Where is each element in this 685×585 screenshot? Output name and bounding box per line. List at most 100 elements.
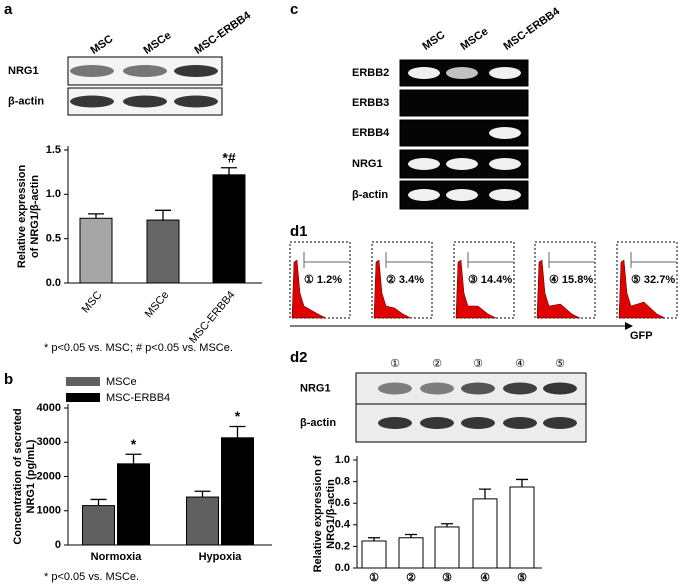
row-label: β-actin	[352, 189, 388, 201]
y-tick-label: 1.0	[335, 454, 350, 466]
row-label: ERBB4	[352, 127, 390, 139]
bar	[117, 463, 150, 546]
lane-label: ①	[390, 358, 400, 370]
band	[408, 67, 440, 79]
x-tick-label: MSCe	[143, 289, 172, 320]
gate-label: ④ 15.8%	[549, 274, 593, 286]
x-tick-label: ②	[406, 572, 416, 584]
histogram	[373, 259, 412, 319]
histogram	[291, 259, 327, 319]
blot-row	[399, 89, 529, 117]
lane-label: MSC-ERBB4	[502, 5, 563, 53]
band	[446, 189, 478, 201]
annotation: *#	[222, 149, 235, 165]
lane-label: MSC	[421, 29, 448, 53]
band	[503, 417, 537, 429]
error-bar	[405, 533, 417, 538]
x-tick-label: Hypoxia	[199, 551, 243, 563]
band	[461, 417, 495, 429]
panel-label: a	[4, 1, 13, 18]
error-bar	[229, 425, 246, 438]
band	[123, 95, 167, 108]
y-tick-label: 0.5	[46, 233, 61, 245]
lane-label: ②	[432, 358, 442, 370]
band	[489, 189, 521, 201]
y-tick-label: 0.8	[335, 476, 350, 488]
y-axis-label: NRG1/β-actin	[325, 479, 337, 549]
row-label: NRG1	[352, 158, 383, 170]
bar	[398, 537, 424, 569]
annotation: *	[131, 436, 137, 452]
y-tick-label: 0.6	[335, 497, 350, 509]
arrow	[625, 322, 633, 330]
bar	[146, 219, 180, 284]
row-label: NRG1	[8, 65, 39, 77]
error-bar	[155, 209, 171, 221]
y-tick-label: 3000	[37, 436, 61, 448]
band	[489, 158, 521, 170]
legend-swatch	[66, 393, 100, 402]
y-axis-label: of NRG1/β-actin	[29, 175, 41, 258]
bar	[221, 437, 254, 546]
x-tick-label: ③	[442, 572, 452, 584]
band	[70, 95, 114, 108]
band	[378, 382, 412, 395]
bar	[509, 486, 535, 569]
lane-label: MSCe	[459, 25, 491, 52]
gate-label: ① 1.2%	[304, 274, 342, 286]
y-tick-label: 1000	[37, 505, 61, 517]
y-tick-label: 1.5	[46, 144, 61, 156]
y-tick-label: 0	[55, 539, 61, 551]
y-tick-label: 4000	[37, 402, 61, 414]
bar	[472, 498, 498, 569]
band	[461, 382, 495, 395]
bar	[361, 540, 387, 569]
band	[378, 417, 412, 429]
y-axis-label: Relative expression of	[312, 455, 324, 572]
footnote: * p<0.05 vs. MSCe.	[44, 571, 139, 583]
panel-label: b	[4, 371, 13, 388]
bar	[79, 217, 113, 284]
bar	[186, 496, 219, 546]
band	[123, 65, 167, 77]
bar	[434, 526, 460, 569]
panel-label: c	[290, 1, 298, 18]
annotation: *	[235, 408, 241, 424]
error-bar	[516, 478, 528, 487]
footnote: * p<0.05 vs. MSC; # p<0.05 vs. MSCe.	[44, 342, 233, 354]
y-tick-label: 0.2	[335, 540, 350, 552]
band	[70, 65, 114, 77]
lane-label: ③	[473, 358, 483, 370]
band	[543, 417, 577, 429]
error-bar	[88, 213, 104, 219]
gate-label: ③ 14.4%	[468, 274, 512, 286]
row-label: NRG1	[300, 382, 331, 394]
x-tick-label: ⑤	[517, 572, 527, 584]
error-bar	[479, 488, 491, 499]
error-bar	[194, 490, 211, 498]
lane-label: MSC-ERBB4	[193, 9, 254, 57]
y-tick-label: 0.0	[46, 277, 61, 289]
band	[489, 67, 521, 79]
band	[174, 95, 218, 108]
lane-label: MSC	[89, 33, 116, 57]
error-bar	[90, 498, 107, 506]
lane-label: MSCe	[142, 29, 174, 56]
x-tick-label: MSC	[80, 289, 105, 315]
band	[543, 382, 577, 395]
panel-label: d2	[290, 349, 308, 366]
axis-label: GFP	[630, 330, 653, 342]
panel-label: d1	[290, 223, 308, 240]
row-label: β-actin	[300, 417, 336, 429]
bar	[82, 505, 115, 546]
legend-label: MSC-ERBB4	[106, 392, 170, 404]
band	[503, 382, 537, 395]
band	[446, 158, 478, 170]
band	[420, 417, 454, 429]
histogram	[618, 259, 666, 319]
x-tick-label: MSC-ERBB4	[187, 289, 237, 346]
band	[174, 65, 218, 77]
band	[420, 382, 454, 395]
band	[489, 127, 521, 139]
